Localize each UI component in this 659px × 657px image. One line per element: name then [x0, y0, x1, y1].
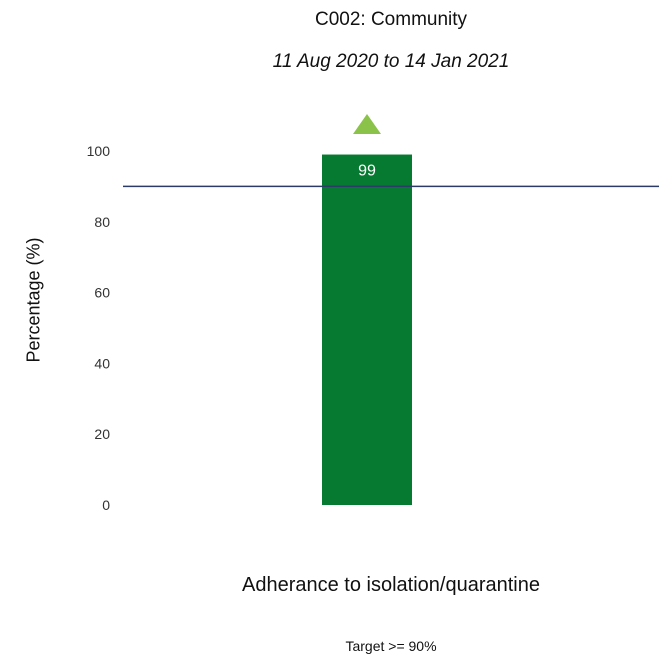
- bar-data-label: 99: [358, 163, 376, 180]
- y-tick-label: 20: [94, 426, 110, 442]
- y-tick-label: 80: [94, 214, 110, 230]
- target-note: Target >= 90%: [345, 638, 437, 654]
- y-tick-label: 60: [94, 285, 110, 301]
- y-tick-label: 40: [94, 355, 110, 371]
- chart-title: C002: Community: [314, 9, 468, 30]
- y-tick-label: 100: [87, 143, 111, 159]
- chart-subtitle: 11 Aug 2020 to 14 Jan 2021: [272, 51, 510, 72]
- bar: [322, 154, 412, 506]
- y-tick-label: 0: [102, 497, 110, 513]
- x-axis-label: Adherance to isolation/quarantine: [242, 574, 540, 596]
- up-triangle-icon: [353, 114, 381, 134]
